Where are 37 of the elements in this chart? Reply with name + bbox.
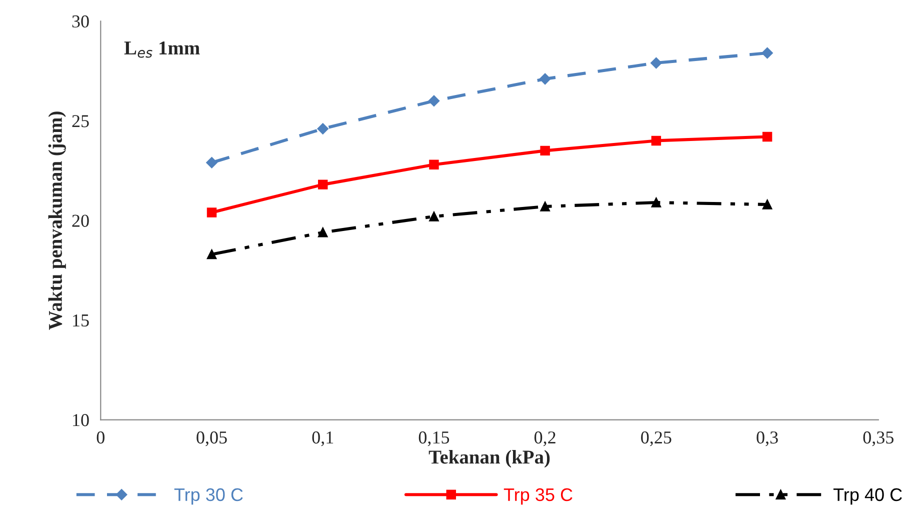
y-tick-label: 30	[72, 15, 89, 28]
x-tick-label: 0,05	[196, 431, 227, 446]
point	[540, 146, 550, 156]
point	[762, 200, 772, 210]
y-tick-label: 25	[72, 115, 89, 128]
annotation: L$_{es}$ 1mm	[124, 42, 200, 58]
point	[762, 132, 772, 142]
y-tick-label: 10	[73, 414, 89, 426]
x-tick-label: 0,25	[641, 431, 672, 446]
point	[318, 228, 328, 238]
point	[317, 123, 328, 134]
x-tick-label: 0	[96, 431, 104, 444]
point	[429, 160, 439, 170]
point	[540, 202, 550, 212]
x-tick-label: 0,35	[863, 431, 894, 446]
point	[428, 95, 440, 106]
x-tick-label: 0,15	[418, 431, 450, 446]
x-axis-title: Tekanan (kPa)	[428, 450, 550, 468]
point	[206, 249, 217, 260]
x-tick-label: 0,3	[756, 431, 778, 446]
y-tick-label: 20	[72, 214, 89, 227]
x-tick-label: 0,1	[312, 431, 334, 446]
point	[206, 208, 217, 218]
text: Trp 40 C	[833, 488, 902, 505]
y-axis-title: Waktu penvakuman (jam)	[48, 112, 66, 330]
text: Trp 30 C	[174, 488, 243, 505]
point	[650, 57, 662, 69]
point	[429, 212, 439, 222]
text: Trp 35 C	[504, 488, 572, 505]
point	[651, 136, 662, 146]
point	[206, 157, 218, 168]
point	[762, 47, 773, 59]
point	[539, 73, 551, 85]
y-tick-label: 15	[73, 314, 89, 327]
point	[318, 180, 328, 190]
point	[651, 198, 662, 208]
x-tick-label: 0,2	[534, 431, 556, 446]
